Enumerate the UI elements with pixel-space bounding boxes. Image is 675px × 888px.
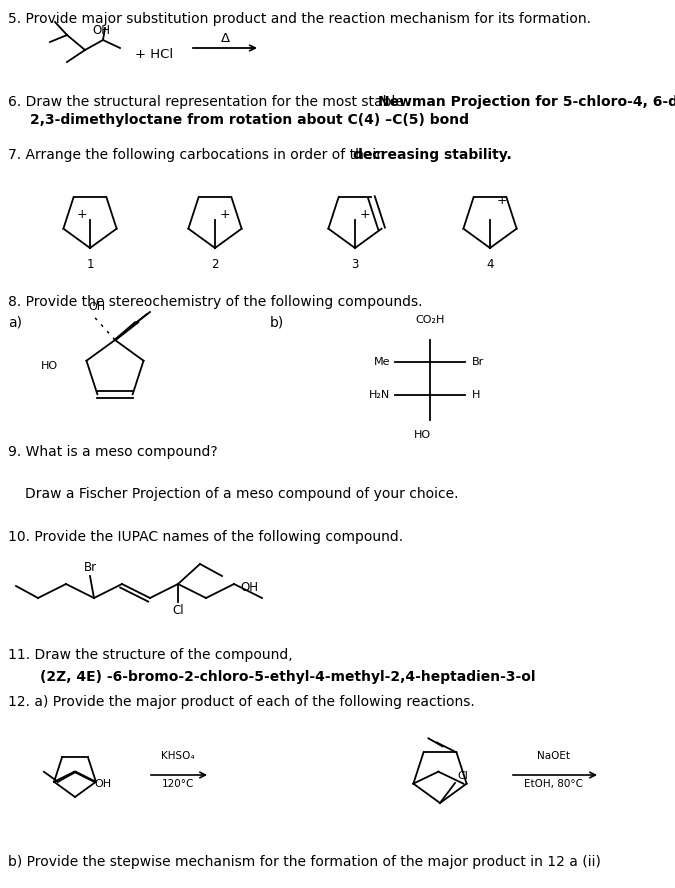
Text: +: + (219, 208, 230, 220)
Text: Δ: Δ (221, 32, 230, 45)
Text: 120°C: 120°C (162, 779, 194, 789)
Text: b) Provide the stepwise mechanism for the formation of the major product in 12 a: b) Provide the stepwise mechanism for th… (8, 855, 601, 869)
Polygon shape (114, 322, 139, 340)
Text: 9. What is a meso compound?: 9. What is a meso compound? (8, 445, 217, 459)
Text: Cl: Cl (172, 604, 184, 617)
Text: Br: Br (84, 561, 97, 574)
Text: 2,3-dimethyloctane from rotation about C(4) –C(5) bond: 2,3-dimethyloctane from rotation about C… (30, 113, 469, 127)
Text: +: + (360, 208, 371, 220)
Text: 8. Provide the stereochemistry of the following compounds.: 8. Provide the stereochemistry of the fo… (8, 295, 423, 309)
Text: a): a) (8, 315, 22, 329)
Text: 5. Provide major substitution product and the reaction mechanism for its formati: 5. Provide major substitution product an… (8, 12, 591, 26)
Text: HO: HO (413, 430, 431, 440)
Text: H: H (472, 390, 481, 400)
Text: CO₂H: CO₂H (415, 315, 445, 325)
Text: 7. Arrange the following carbocations in order of their: 7. Arrange the following carbocations in… (8, 148, 386, 162)
Text: OH: OH (94, 779, 111, 789)
Text: OH: OH (88, 302, 105, 312)
Text: 3: 3 (351, 258, 358, 271)
Text: OH: OH (92, 24, 110, 37)
Text: 6. Draw the structural representation for the most stable: 6. Draw the structural representation fo… (8, 95, 408, 109)
Text: 11. Draw the structure of the compound,: 11. Draw the structure of the compound, (8, 648, 293, 662)
Text: H₂N: H₂N (369, 390, 390, 400)
Text: HO: HO (41, 361, 59, 370)
Text: + HCl: + HCl (135, 48, 173, 61)
Text: Br: Br (472, 357, 484, 367)
Text: +: + (77, 208, 87, 220)
Text: .: . (465, 113, 469, 127)
Text: Cl: Cl (457, 771, 468, 781)
Text: OH: OH (240, 581, 258, 593)
Text: 10. Provide the IUPAC names of the following compound.: 10. Provide the IUPAC names of the follo… (8, 530, 403, 544)
Text: NaOEt: NaOEt (537, 751, 570, 761)
Text: b): b) (270, 315, 284, 329)
Text: 4: 4 (486, 258, 493, 271)
Text: Me: Me (373, 357, 390, 367)
Text: EtOH, 80°C: EtOH, 80°C (524, 779, 583, 789)
Text: Draw a Fischer Projection of a meso compound of your choice.: Draw a Fischer Projection of a meso comp… (25, 487, 458, 501)
Text: 12. a) Provide the major product of each of the following reactions.: 12. a) Provide the major product of each… (8, 695, 475, 709)
Text: decreasing stability.: decreasing stability. (353, 148, 512, 162)
Text: 1: 1 (86, 258, 94, 271)
Text: 2: 2 (211, 258, 219, 271)
Text: (2Z, 4E) -6-bromo-2-chloro-5-ethyl-4-methyl-2,4-heptadien-3-ol: (2Z, 4E) -6-bromo-2-chloro-5-ethyl-4-met… (40, 670, 535, 684)
Text: Newman Projection for 5-chloro-4, 6-diethyl-: Newman Projection for 5-chloro-4, 6-diet… (378, 95, 675, 109)
Text: +: + (497, 194, 508, 207)
Text: KHSO₄: KHSO₄ (161, 751, 195, 761)
